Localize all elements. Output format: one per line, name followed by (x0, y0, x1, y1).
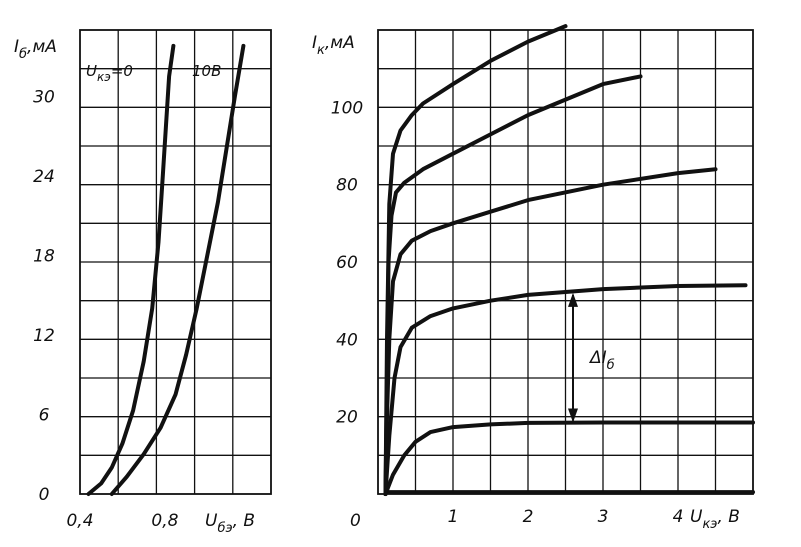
right-series-line-3 (383, 283, 748, 496)
right-origin-label: 0 (350, 511, 361, 531)
right-xtick-label: 1 (448, 507, 459, 527)
delta-ib-annotation: ΔIб (588, 348, 615, 373)
delta-ib-arrowhead-top (568, 292, 578, 307)
output-characteristics-chart: 20 40 60 80 100 1 2 3 4 Iк,мА Uкэ, В 0 ΔIб (312, 24, 755, 532)
left-series-line-1 (86, 43, 176, 496)
right-ytick-label: 80 (336, 176, 358, 196)
right-series-line-5 (383, 74, 643, 496)
left-ytick-label: 0 (39, 485, 50, 505)
left-xlabel: Uбэ, В (205, 511, 255, 536)
left-xtick-label: 0,8 (151, 511, 178, 531)
right-series-line-4 (383, 167, 718, 496)
left-ytick-label: 6 (39, 406, 50, 426)
left-ytick-label: 30 (33, 87, 55, 107)
left-xtick-label: 0,4 (66, 511, 93, 531)
left-series-group (86, 43, 246, 496)
right-series-line-2 (383, 420, 755, 496)
legend-label-10v: 10В (192, 62, 221, 80)
right-ytick-label: 60 (336, 253, 358, 273)
right-grid (378, 30, 753, 494)
right-ytick-label: 100 (331, 98, 363, 118)
right-ytick-label: 20 (336, 408, 358, 428)
delta-ib-arrowhead-bottom (568, 408, 578, 423)
right-series-group (383, 24, 755, 496)
right-xtick-label: 2 (523, 507, 534, 527)
right-ylabel: Iк,мА (312, 33, 355, 58)
left-plot-frame (79, 29, 272, 495)
right-series-line-6 (383, 24, 568, 496)
right-xtick-label: 4 (673, 507, 684, 527)
delta-ib-arrow (568, 292, 578, 423)
left-tick-labels: 0 6 12 18 24 30 0,4 0,8 (33, 87, 178, 531)
legend-label-ukz-0: Uкэ=0 (86, 62, 133, 84)
left-ylabel: Iб,мА (14, 37, 57, 62)
right-xlabel: Uкэ, В (690, 507, 740, 532)
right-ytick-label: 40 (336, 330, 358, 350)
input-characteristics-chart: 0 6 12 18 24 30 0,4 0,8 Iб,мА Uбэ, В Uкэ=0 10В (14, 29, 272, 536)
left-ytick-label: 12 (33, 326, 55, 346)
left-ytick-label: 24 (33, 167, 55, 187)
right-xtick-label: 3 (598, 507, 609, 527)
right-tick-labels: 20 40 60 80 100 1 2 3 4 (331, 98, 684, 527)
left-grid (80, 30, 271, 494)
left-series-line-2 (109, 43, 246, 496)
left-ytick-label: 18 (33, 246, 55, 266)
